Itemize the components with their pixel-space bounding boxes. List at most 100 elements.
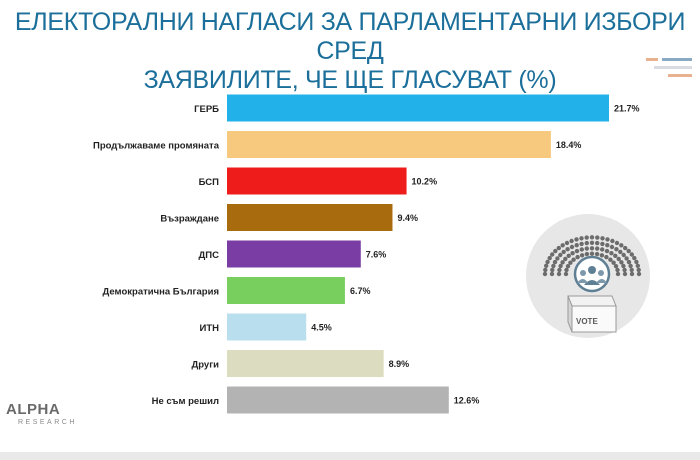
seat-dot bbox=[619, 243, 624, 248]
value-label: 4.5% bbox=[311, 323, 332, 333]
seat-dot bbox=[632, 255, 637, 261]
value-label: 21.7% bbox=[614, 104, 640, 114]
value-label: 8.9% bbox=[389, 359, 410, 369]
deco-line-1 bbox=[646, 58, 658, 61]
bar bbox=[227, 94, 609, 122]
seat-dot bbox=[556, 271, 562, 277]
category-label: ИТН bbox=[200, 323, 220, 334]
seat-dot bbox=[563, 271, 569, 277]
seat-dot bbox=[604, 254, 609, 260]
bar bbox=[227, 350, 384, 377]
seat-dot bbox=[569, 238, 574, 244]
seat-dot bbox=[570, 251, 575, 256]
seat-dot bbox=[595, 246, 600, 251]
seat-dot bbox=[584, 235, 589, 240]
seat-dot bbox=[611, 260, 616, 265]
category-label: БСП bbox=[199, 177, 220, 188]
ballot-box: VOTE bbox=[567, 295, 617, 333]
seat-dot bbox=[615, 271, 621, 277]
seat-dot bbox=[544, 263, 549, 268]
seat-dot bbox=[594, 251, 600, 257]
seat-dot bbox=[595, 240, 600, 246]
seat-dot bbox=[545, 259, 550, 265]
seat-dot bbox=[622, 267, 627, 273]
seat-dot bbox=[574, 248, 580, 254]
seat-dot bbox=[579, 253, 585, 258]
bar bbox=[227, 204, 393, 231]
chart-title-line-1: ЕЛЕКТОРАЛНИ НАГЛАСИ ЗА ПАРЛАМЕНТАРНИ ИЗБ… bbox=[14, 8, 686, 65]
seat-dot bbox=[552, 259, 558, 265]
seat-dot bbox=[569, 244, 575, 250]
seat-dot bbox=[566, 253, 571, 258]
seat-dot bbox=[599, 253, 605, 258]
seat-dot bbox=[571, 257, 576, 262]
seat-dot bbox=[628, 263, 633, 269]
seat-dot bbox=[574, 237, 579, 242]
seat-dot bbox=[568, 260, 573, 265]
seat-dot bbox=[636, 267, 641, 273]
category-label: Демократична България bbox=[103, 287, 219, 298]
seat-dot bbox=[556, 245, 561, 251]
seat-dot bbox=[579, 247, 584, 252]
value-label: 6.7% bbox=[350, 286, 371, 296]
parliament-vote-box-icon: VOTE bbox=[526, 214, 650, 338]
seat-dot bbox=[574, 243, 579, 248]
seat-dot bbox=[558, 263, 563, 269]
seat-dot bbox=[623, 245, 628, 251]
bar bbox=[227, 277, 345, 304]
voters-icon bbox=[573, 255, 611, 293]
chart-title: ЕЛЕКТОРАЛНИ НАГЛАСИ ЗА ПАРЛАМЕНТАРНИ ИЗБ… bbox=[12, 8, 688, 95]
seat-dot bbox=[609, 251, 614, 256]
seat-dot bbox=[575, 254, 580, 260]
seat-dot bbox=[563, 256, 568, 262]
category-label: Не съм решил bbox=[152, 396, 219, 407]
seat-dot bbox=[613, 253, 618, 258]
parliament-seats bbox=[542, 235, 642, 277]
seat-dot bbox=[550, 252, 555, 257]
seat-dot bbox=[605, 237, 610, 242]
bar bbox=[227, 240, 361, 268]
chart-title-line-2: ЗАЯВИЛИТЕ, ЧЕ ЩЕ ГЛАСУВАТ (%) bbox=[143, 66, 557, 94]
seat-dot bbox=[621, 263, 626, 269]
category-label: ГЕРБ bbox=[194, 104, 219, 115]
category-label: Продължаваме промяната bbox=[93, 141, 220, 152]
category-label: Възраждане bbox=[160, 214, 219, 225]
deco-line-2 bbox=[662, 58, 692, 61]
decorative-lines bbox=[646, 58, 692, 80]
seat-dot bbox=[600, 241, 605, 247]
seat-dot bbox=[543, 267, 548, 273]
seat-dot bbox=[547, 255, 552, 261]
vote-box-label: VOTE bbox=[576, 317, 598, 326]
seat-dot bbox=[613, 264, 619, 269]
value-label: 12.6% bbox=[454, 396, 480, 406]
seat-dot bbox=[629, 271, 635, 277]
seat-dot bbox=[584, 246, 589, 251]
seat-dot bbox=[557, 267, 562, 273]
logo-subtitle: RESEARCH bbox=[18, 419, 77, 426]
seat-dot bbox=[579, 241, 584, 247]
seat-dot bbox=[584, 240, 589, 246]
seat-dot bbox=[615, 267, 620, 273]
seat-dot bbox=[604, 248, 610, 254]
seat-dot bbox=[600, 247, 605, 252]
seat-dot bbox=[555, 256, 560, 261]
bar bbox=[227, 386, 449, 414]
seat-dot bbox=[621, 252, 626, 258]
deco-line-4 bbox=[668, 74, 692, 77]
value-label: 18.4% bbox=[556, 140, 582, 150]
seat-dot bbox=[624, 256, 629, 261]
seat-dot bbox=[589, 235, 595, 240]
seat-dot bbox=[564, 267, 569, 273]
seat-dot bbox=[561, 249, 566, 255]
seat-dot bbox=[605, 243, 610, 248]
seat-dot bbox=[565, 264, 571, 269]
seat-dot bbox=[542, 271, 548, 277]
seat-dot bbox=[564, 240, 570, 246]
value-label: 9.4% bbox=[397, 213, 418, 223]
seat-dot bbox=[619, 260, 624, 265]
seat-dot bbox=[629, 267, 634, 273]
category-label: ДПС bbox=[199, 250, 220, 261]
seat-dot bbox=[550, 267, 555, 273]
